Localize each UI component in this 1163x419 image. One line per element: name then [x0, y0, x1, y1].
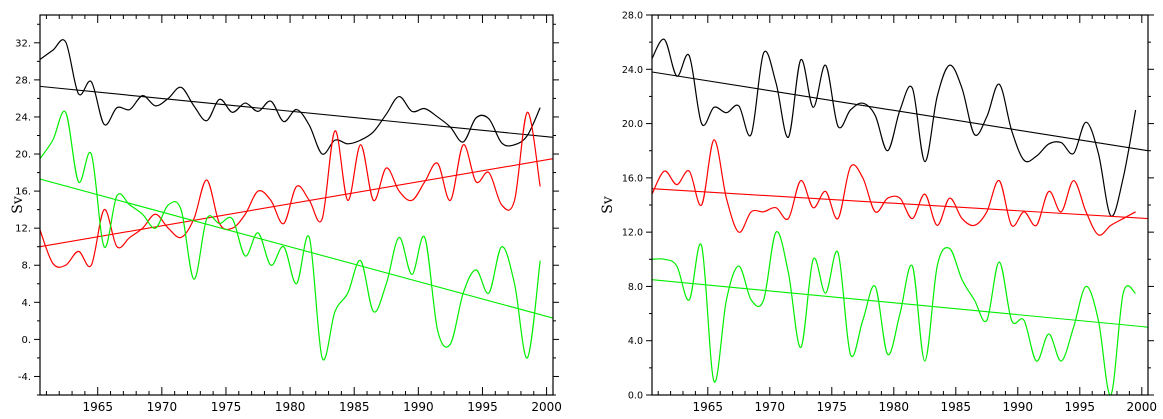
plot-area [40, 39, 553, 361]
red-series-line [40, 111, 541, 268]
y-tick-label: 0. [21, 335, 31, 346]
y-tick-label: 16.0 [622, 173, 643, 184]
black-series-trend-line [652, 71, 1148, 152]
green-series-line [40, 110, 541, 361]
y-tick-label: 12.0 [622, 228, 643, 239]
red-series-trend-line [652, 188, 1148, 220]
x-tick-label: 1995 [1065, 400, 1096, 414]
red-series-line [652, 139, 1136, 236]
y-tick-label: 8.0 [628, 282, 643, 293]
y-tick-label: 32. [15, 38, 31, 49]
green-series-trend-line [40, 178, 553, 319]
plot-frame [651, 14, 1149, 396]
green-series-trend-line [652, 279, 1148, 328]
x-tick-label: 1965 [82, 400, 113, 414]
x-tick-label: 1990 [403, 400, 434, 414]
y-tick-label: 4.0 [628, 336, 643, 347]
y-tick-label: 8. [21, 261, 31, 272]
x-tick-label: 1980 [275, 400, 306, 414]
x-tick-label: 1980 [879, 400, 910, 414]
y-tick-label: 24. [15, 112, 31, 123]
x-tick-label: 1990 [1003, 400, 1034, 414]
red-series-trend-line [40, 158, 553, 248]
black-series-line [40, 39, 541, 155]
x-tick-label: 1975 [211, 400, 242, 414]
x-tick-label: 1985 [941, 400, 972, 414]
black-series-line [652, 38, 1137, 217]
x-tick-label: 1970 [147, 400, 178, 414]
y-axis-label: Sv [600, 196, 616, 214]
x-tick-label: 1975 [817, 400, 848, 414]
y-tick-label: -4. [18, 372, 31, 383]
right-chart-panel: 1965 1970 1975 1980 1985 1990 1995 2000 0.0 4.0 8.… [600, 11, 1157, 415]
y-tick-label: 20. [15, 150, 31, 161]
y-tick-label: 4. [21, 298, 31, 309]
x-tick-label: 1970 [755, 400, 786, 414]
y-tick-label: 20.0 [622, 119, 643, 130]
y-axis-label: Sv [10, 196, 26, 214]
x-tick-label: 1995 [467, 400, 498, 414]
y-tick-label: 0.0 [628, 391, 643, 402]
y-tick-label: 24.0 [622, 65, 643, 76]
x-tick-label: 2000 [1127, 400, 1158, 414]
y-tick-label: 28.0 [622, 11, 643, 22]
x-tick-label: 2000 [531, 400, 562, 414]
green-series-line [652, 231, 1136, 395]
plot-area [652, 38, 1148, 395]
y-tick-label: 16. [15, 187, 31, 198]
x-tick-label: 1985 [339, 400, 370, 414]
black-series-trend-line [40, 85, 553, 138]
plot-frame [39, 14, 554, 396]
y-tick-label: 28. [15, 75, 31, 86]
x-tick-label: 1965 [693, 400, 724, 414]
left-chart-panel: 1965 1970 1975 1980 1985 1990 1995 2000 -4. 0. 4. 8… [10, 14, 562, 414]
y-tick-label: 12. [15, 224, 31, 235]
